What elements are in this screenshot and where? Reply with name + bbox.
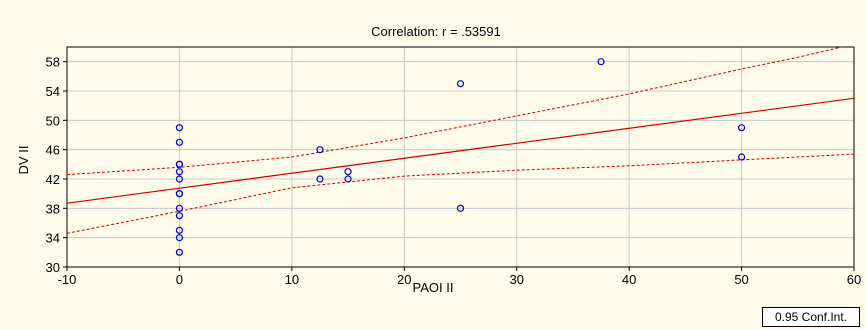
ci-upper-line	[67, 47, 844, 176]
data-point	[316, 146, 324, 154]
data-point	[456, 80, 465, 88]
y-axis-label: DV II	[16, 146, 31, 175]
data-point	[175, 175, 184, 183]
grid-lines	[66, 47, 855, 268]
regression-line	[67, 97, 854, 204]
y-tick-label: 46	[46, 143, 60, 158]
data-point	[456, 204, 465, 212]
legend-box: 0.95 Conf.Int.	[762, 307, 860, 327]
data-point	[597, 58, 605, 66]
x-tick-label: 50	[734, 272, 748, 287]
y-axis-ticks: 30 34 38 42 46 50 54 58	[46, 55, 67, 275]
confidence-bands	[67, 47, 854, 234]
y-tick-label: 34	[46, 231, 60, 246]
y-tick-label: 42	[46, 172, 60, 187]
x-axis-label: PAOI II	[413, 280, 454, 295]
y-tick-label: 58	[46, 55, 60, 70]
plot-frame	[66, 46, 855, 268]
x-tick-label: 20	[397, 272, 411, 287]
y-tick-label: 54	[46, 84, 60, 99]
data-point	[316, 175, 324, 183]
data-point	[737, 153, 746, 161]
data-point	[175, 190, 184, 198]
data-point	[175, 248, 184, 256]
data-point	[175, 212, 184, 220]
y-tick-label: 30	[46, 260, 60, 275]
x-tick-label: 10	[285, 272, 299, 287]
data-point	[175, 234, 184, 242]
data-point	[175, 168, 184, 176]
data-point	[175, 160, 184, 168]
x-tick-label: -10	[58, 272, 77, 287]
data-point	[344, 175, 352, 183]
data-point	[737, 124, 746, 132]
ci-lower-line	[67, 153, 854, 234]
regression-line-group	[67, 97, 854, 204]
x-tick-label: 40	[622, 272, 636, 287]
x-tick-label: 60	[847, 272, 861, 287]
x-axis-ticks: -10 0 10 20 30 40 50 60	[58, 267, 861, 287]
y-tick-label: 50	[46, 113, 60, 128]
data-point	[175, 226, 184, 234]
data-point	[175, 204, 184, 212]
data-point	[175, 124, 184, 132]
data-point	[175, 138, 184, 146]
chart-title: Correlation: r = .53591	[371, 24, 501, 39]
data-points	[175, 58, 746, 256]
x-tick-label: 0	[176, 272, 183, 287]
data-point	[344, 168, 352, 176]
x-tick-label: 30	[509, 272, 523, 287]
y-tick-label: 38	[46, 201, 60, 216]
